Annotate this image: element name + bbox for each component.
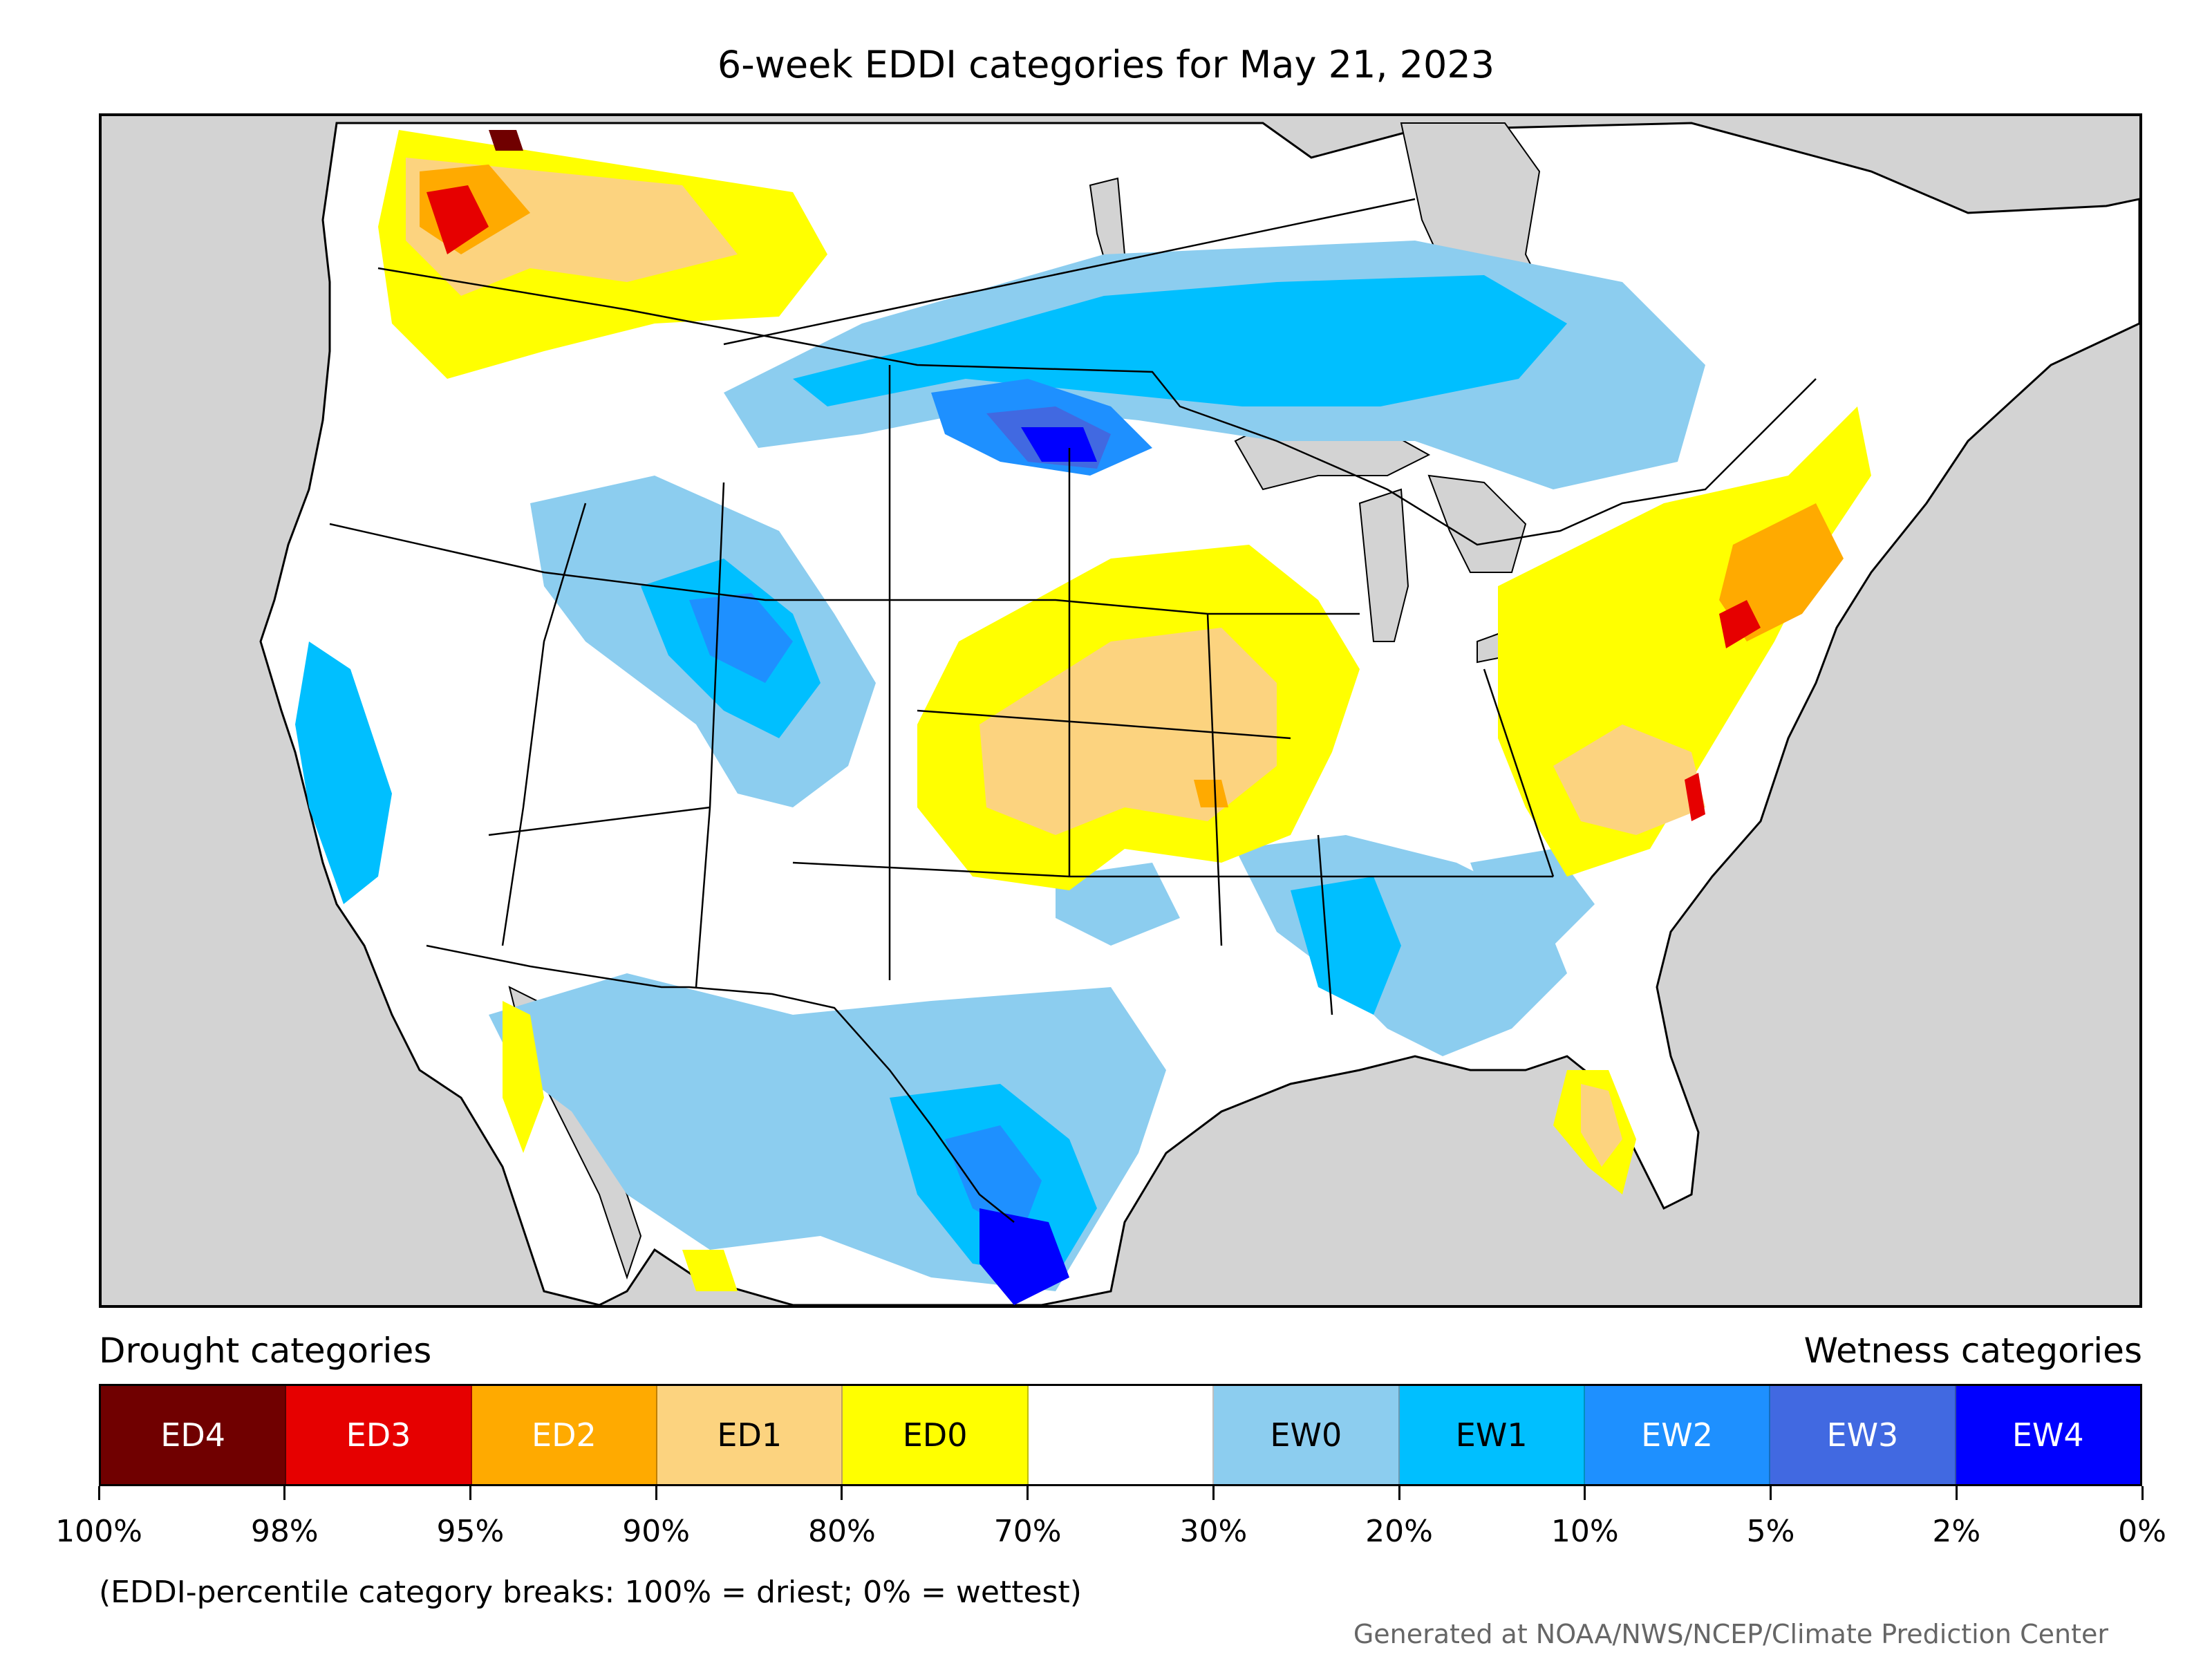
us-canada-border xyxy=(377,267,1817,546)
ed1-virginia xyxy=(1553,724,1705,835)
colorbar-segment-ed1: ED1 xyxy=(657,1386,843,1484)
colorbar-tick xyxy=(841,1486,843,1500)
colorbar-tick-label: 30% xyxy=(1179,1514,1248,1549)
colorbar-tick-label: 2% xyxy=(1932,1514,1981,1549)
ed3-british-columbia xyxy=(427,185,489,254)
colorbar-segment-ew4: EW4 xyxy=(1956,1386,2140,1484)
ew0-oklahoma xyxy=(1056,863,1180,946)
state-line-5 xyxy=(917,709,1291,740)
boundary-lines xyxy=(329,198,1817,1223)
colorbar-tick xyxy=(2141,1486,2144,1500)
ew2-wyoming xyxy=(689,593,793,683)
ed2-missouri xyxy=(1194,780,1228,807)
colorbar-tick xyxy=(1955,1486,1958,1500)
colorbar-segment-ew2: EW2 xyxy=(1584,1386,1771,1484)
ew4-texas-coast xyxy=(980,1208,1069,1305)
colorbar-tick xyxy=(469,1486,471,1500)
drought-categories-heading: Drought categories xyxy=(99,1331,432,1371)
colorbar-tick-label: 20% xyxy=(1365,1514,1433,1549)
colorbar-segment-ed3: ED3 xyxy=(286,1386,472,1484)
map-panel xyxy=(99,113,2142,1308)
colorbar-tick-label: 98% xyxy=(250,1514,319,1549)
state-line-12 xyxy=(723,198,1416,346)
ed0-sierra-madre xyxy=(682,1250,738,1291)
colorbar-tick xyxy=(1212,1486,1215,1500)
ew1-west-coast xyxy=(295,641,392,904)
eddi-map xyxy=(259,122,2139,1305)
colorbar-segment-ed4: ED4 xyxy=(101,1386,287,1484)
colorbar-tick-label: 80% xyxy=(808,1514,876,1549)
colorbar-tick xyxy=(97,1486,100,1500)
colorbar-tick-label: 100% xyxy=(55,1514,142,1549)
colorbar-segment-ew1: EW1 xyxy=(1399,1386,1585,1484)
colorbar-tick-label: 90% xyxy=(622,1514,691,1549)
colorbar-tick-label: 10% xyxy=(1550,1514,1619,1549)
colorbar-segment-ed0: ED0 xyxy=(843,1386,1029,1484)
wetness-categories-heading: Wetness categories xyxy=(1803,1331,2142,1371)
colorbar-tick xyxy=(1027,1486,1029,1500)
colorbar-segment-ew0: EW0 xyxy=(1214,1386,1400,1484)
colorbar-tick-label: 95% xyxy=(436,1514,505,1549)
colorbar-tick xyxy=(1398,1486,1400,1500)
colorbar-tick xyxy=(283,1486,286,1500)
eddi-category-patches xyxy=(295,130,1871,1305)
colorbar-segment-neutral xyxy=(1028,1386,1215,1484)
state-line-2 xyxy=(501,503,587,946)
colorbar-tick xyxy=(1770,1486,1772,1500)
ew1-central-canada xyxy=(793,275,1567,406)
state-line-10 xyxy=(1483,668,1555,877)
percentile-note: (EDDI-percentile category breaks: 100% =… xyxy=(99,1575,1082,1610)
ed4-british-columbia xyxy=(489,130,523,151)
ew2-south-texas xyxy=(945,1125,1042,1236)
colorbar-segment-ew3: EW3 xyxy=(1770,1386,1956,1484)
ew4-dakotas xyxy=(1021,427,1097,462)
ed3-new-york-coast xyxy=(1719,600,1761,648)
ed1-florida xyxy=(1581,1084,1622,1167)
state-line-9 xyxy=(1317,834,1333,1015)
ew1-mississippi-alabama xyxy=(1291,877,1401,1015)
lake-huron xyxy=(1427,474,1527,573)
colorbar-tick-label: 0% xyxy=(2118,1514,2166,1549)
ed0-baja xyxy=(503,1001,544,1153)
credit-line: Generated at NOAA/NWS/NCEP/Climate Predi… xyxy=(1353,1619,2108,1649)
ew0-carolinas xyxy=(1470,849,1595,946)
lake-michigan xyxy=(1358,488,1409,642)
map-title: 6-week EDDI categories for May 21, 2023 xyxy=(717,43,1495,86)
state-line-8 xyxy=(1206,613,1223,946)
colorbar-tick xyxy=(1584,1486,1586,1500)
state-line-11 xyxy=(488,806,711,836)
colorbar-tick-label: 70% xyxy=(993,1514,1062,1549)
colorbar-ticks: 100% 98% 95% 90% 80% 70% 30% 20% 10% 5% 2% 0% xyxy=(55,1486,2166,1590)
state-line-6 xyxy=(792,861,1553,878)
colorbar-segment-ed2: ED2 xyxy=(471,1386,658,1484)
colorbar-tick-label: 5% xyxy=(1746,1514,1795,1549)
us-mexico-border xyxy=(426,944,1015,1223)
ed3-chesapeake xyxy=(1685,773,1705,821)
colorbar-tick xyxy=(655,1486,657,1500)
category-colorbar: ED4 ED3 ED2 ED1 ED0 EW0 EW1 EW2 EW3 EW4 xyxy=(99,1384,2142,1486)
